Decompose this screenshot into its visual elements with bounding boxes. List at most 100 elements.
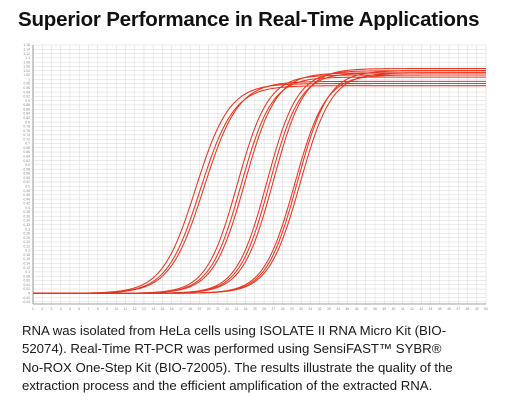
y-tick-label: 1.16 bbox=[23, 43, 30, 47]
y-tick-label: 0.08 bbox=[23, 274, 30, 278]
y-tick-label: 0.02 bbox=[23, 287, 30, 291]
x-tick-label: 35 bbox=[345, 307, 349, 311]
x-tick-label: 19 bbox=[198, 307, 202, 311]
y-tick-label: 1.14 bbox=[23, 47, 30, 51]
caption-line: RNA was isolated from HeLa cells using I… bbox=[22, 323, 447, 338]
y-tick-label: 1.08 bbox=[23, 60, 30, 64]
x-tick-label: 22 bbox=[225, 307, 229, 311]
x-tick-label: 6 bbox=[78, 307, 80, 311]
x-tick-label: 36 bbox=[355, 307, 359, 311]
y-tick-label: 0.94 bbox=[23, 90, 30, 94]
x-tick-label: 29 bbox=[290, 307, 294, 311]
x-tick-label: 41 bbox=[401, 307, 405, 311]
y-tick-label: -0.04 bbox=[22, 300, 30, 304]
amplification-curve bbox=[33, 72, 486, 294]
y-tick-label: 0 bbox=[28, 291, 30, 295]
y-tick-label: 0.52 bbox=[23, 180, 30, 184]
x-tick-label: 43 bbox=[419, 307, 423, 311]
y-tick-label: 0.26 bbox=[23, 236, 30, 240]
y-tick-label: 0.66 bbox=[23, 150, 30, 154]
y-tick-label: 0.2 bbox=[25, 249, 30, 253]
x-tick-label: 25 bbox=[253, 307, 257, 311]
y-tick-label: 0.96 bbox=[23, 86, 30, 90]
y-tick-label: 0.12 bbox=[23, 266, 30, 270]
y-tick-label: 0.92 bbox=[23, 95, 30, 99]
x-tick-label: 40 bbox=[392, 307, 396, 311]
x-tick-label: 27 bbox=[271, 307, 275, 311]
y-tick-label: -0.02 bbox=[22, 296, 30, 300]
x-tick-label: 15 bbox=[161, 307, 165, 311]
y-tick-label: 0.24 bbox=[23, 240, 30, 244]
y-tick-label: 0.88 bbox=[23, 103, 30, 107]
y-tick-label: 0.6 bbox=[25, 163, 30, 167]
y-tick-label: 0.32 bbox=[23, 223, 30, 227]
y-tick-label: 1.06 bbox=[23, 65, 30, 69]
y-tick-label: 0.78 bbox=[23, 125, 30, 129]
y-tick-label: 0.54 bbox=[23, 176, 30, 180]
x-tick-label: 2 bbox=[41, 307, 43, 311]
y-tick-label: 0.04 bbox=[23, 283, 30, 287]
y-tick-label: 0.82 bbox=[23, 116, 30, 120]
x-tick-label: 3 bbox=[51, 307, 53, 311]
caption-line: 52074). Real-Time RT-PCR was performed u… bbox=[22, 341, 442, 357]
y-tick-label: 0.9 bbox=[25, 99, 30, 103]
y-tick-label: 0.16 bbox=[23, 257, 30, 261]
x-tick-label: 45 bbox=[438, 307, 442, 311]
y-tick-label: 0.42 bbox=[23, 202, 30, 206]
x-tick-label: 21 bbox=[216, 307, 220, 311]
x-tick-label: 42 bbox=[410, 307, 414, 311]
y-tick-label: 0.22 bbox=[23, 244, 30, 248]
y-tick-label: 0.62 bbox=[23, 159, 30, 163]
amplification-curve bbox=[33, 80, 486, 294]
x-tick-label: 26 bbox=[262, 307, 266, 311]
x-tick-label: 24 bbox=[244, 307, 248, 311]
x-tick-label: 28 bbox=[281, 307, 285, 311]
y-tick-label: 0.8 bbox=[25, 120, 30, 124]
y-tick-label: 0.18 bbox=[23, 253, 30, 257]
y-tick-label: 0.14 bbox=[23, 262, 30, 266]
x-tick-label: 16 bbox=[170, 307, 174, 311]
y-tick-label: 0.3 bbox=[25, 227, 30, 231]
x-tick-label: 14 bbox=[151, 307, 155, 311]
y-tick-label: 0.7 bbox=[25, 142, 30, 146]
x-tick-label: 49 bbox=[475, 307, 479, 311]
x-tick-label: 47 bbox=[456, 307, 460, 311]
x-tick-label: 31 bbox=[308, 307, 312, 311]
x-tick-label: 38 bbox=[373, 307, 377, 311]
y-tick-label: 1.12 bbox=[23, 52, 30, 56]
figure-caption: RNA was isolated from HeLa cells using I… bbox=[22, 322, 500, 396]
x-tick-label: 30 bbox=[299, 307, 303, 311]
y-tick-label: 0.1 bbox=[25, 270, 30, 274]
y-tick-label: 0.56 bbox=[23, 172, 30, 176]
y-tick-label: 1.02 bbox=[23, 73, 30, 77]
x-tick-label: 10 bbox=[114, 307, 118, 311]
x-tick-label: 48 bbox=[466, 307, 470, 311]
y-tick-label: 0.58 bbox=[23, 167, 30, 171]
x-tick-label: 32 bbox=[318, 307, 322, 311]
y-tick-label: 0.86 bbox=[23, 107, 30, 111]
y-tick-label: 0.34 bbox=[23, 219, 30, 223]
x-tick-label: 33 bbox=[327, 307, 331, 311]
y-tick-label: 0.5 bbox=[25, 184, 30, 188]
x-tick-label: 12 bbox=[133, 307, 137, 311]
y-tick-label: 0.46 bbox=[23, 193, 30, 197]
x-tick-label: 46 bbox=[447, 307, 451, 311]
y-tick-label: 0.48 bbox=[23, 189, 30, 193]
x-tick-label: 23 bbox=[234, 307, 238, 311]
amplification-chart: 1.16 1.14 1.12 1.1 1.08 1.06 1.04 1.02 1 0.98 0.96… bbox=[10, 42, 493, 318]
x-tick-label: 34 bbox=[336, 307, 340, 311]
y-tick-label: 0.84 bbox=[23, 112, 30, 116]
y-tick-label: 0.72 bbox=[23, 137, 30, 141]
x-tick-label: 8 bbox=[97, 307, 99, 311]
y-tick-label: 0.4 bbox=[25, 206, 30, 210]
chart-title: Superior Performance in Real-Time Applic… bbox=[18, 8, 480, 31]
x-tick-label: 11 bbox=[124, 307, 128, 311]
x-tick-label: 50 bbox=[484, 307, 488, 311]
caption-line: No-ROX One-Step Kit (BIO-72005). The res… bbox=[22, 359, 453, 375]
y-tick-label: 0.76 bbox=[23, 129, 30, 133]
x-tick-label: 1 bbox=[32, 307, 34, 311]
x-tick-label: 18 bbox=[188, 307, 192, 311]
y-tick-label: 0.64 bbox=[23, 155, 30, 159]
y-tick-label: 0.36 bbox=[23, 214, 30, 218]
y-tick-label: 0.44 bbox=[23, 197, 30, 201]
